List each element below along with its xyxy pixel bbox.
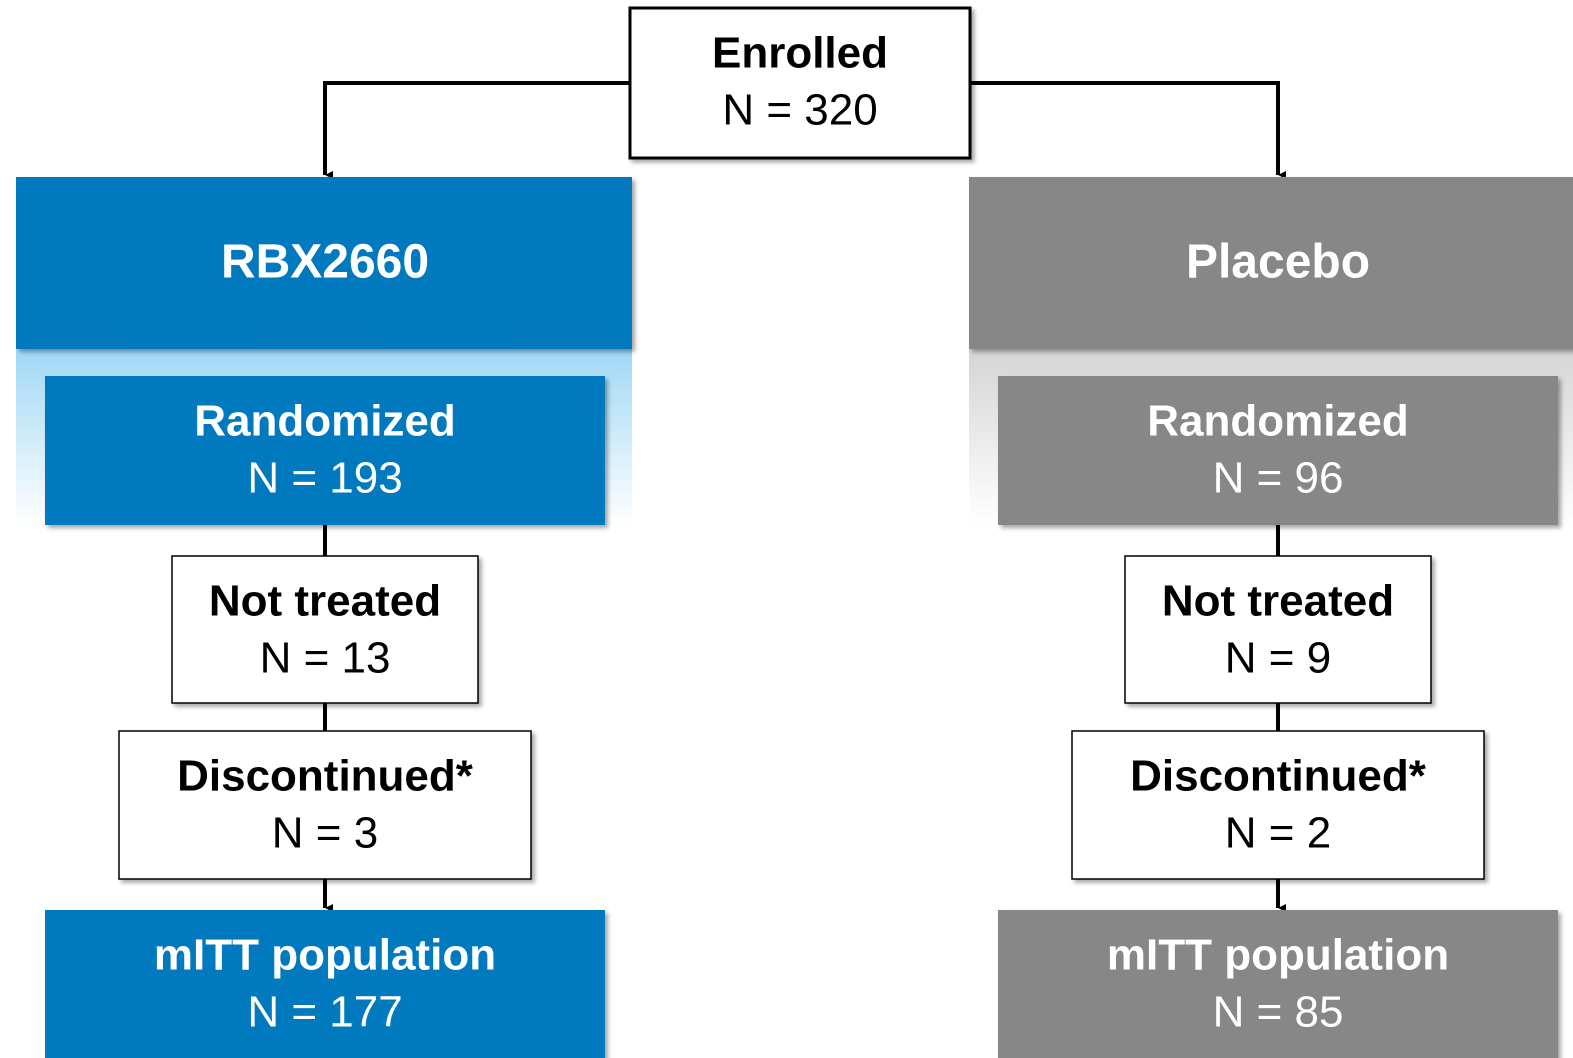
step-count: N = 3: [272, 809, 378, 858]
arm-name: RBX2660: [221, 236, 429, 289]
step-box: [1071, 730, 1485, 880]
arm-header: [16, 177, 632, 349]
step-count: N = 177: [247, 988, 402, 1037]
enrolled-count: N = 320: [722, 86, 877, 135]
step-box: [45, 910, 605, 1058]
step-label: Randomized: [194, 397, 456, 446]
step-box: [118, 730, 532, 880]
step-label: mITT population: [1107, 931, 1449, 980]
step-box: [998, 376, 1558, 525]
connector: [970, 81, 1278, 175]
step-box: [45, 376, 605, 525]
step-label: Discontinued*: [1130, 752, 1427, 801]
step-count: N = 2: [1225, 809, 1331, 858]
step-label: Not treated: [209, 577, 441, 626]
step-count: N = 9: [1225, 634, 1331, 683]
arm-name: Placebo: [1186, 236, 1370, 289]
step-label: Discontinued*: [177, 752, 474, 801]
step-box: [998, 910, 1558, 1058]
step-box: [171, 555, 479, 704]
step-count: N = 96: [1213, 454, 1344, 503]
arms: RBX2660 Randomized N = 193 Not treated N = 1…: [16, 177, 1573, 1058]
step-label: Not treated: [1162, 577, 1394, 626]
step-count: N = 85: [1213, 988, 1344, 1037]
connector: [323, 81, 630, 175]
step-label: mITT population: [154, 931, 496, 980]
enrolled-box: [628, 6, 972, 160]
enrolled-label: Enrolled: [712, 29, 888, 78]
arm-header: [969, 177, 1573, 349]
step-box: [1124, 555, 1432, 704]
step-count: N = 13: [260, 634, 391, 683]
step-label: Randomized: [1147, 397, 1409, 446]
step-count: N = 193: [247, 454, 402, 503]
